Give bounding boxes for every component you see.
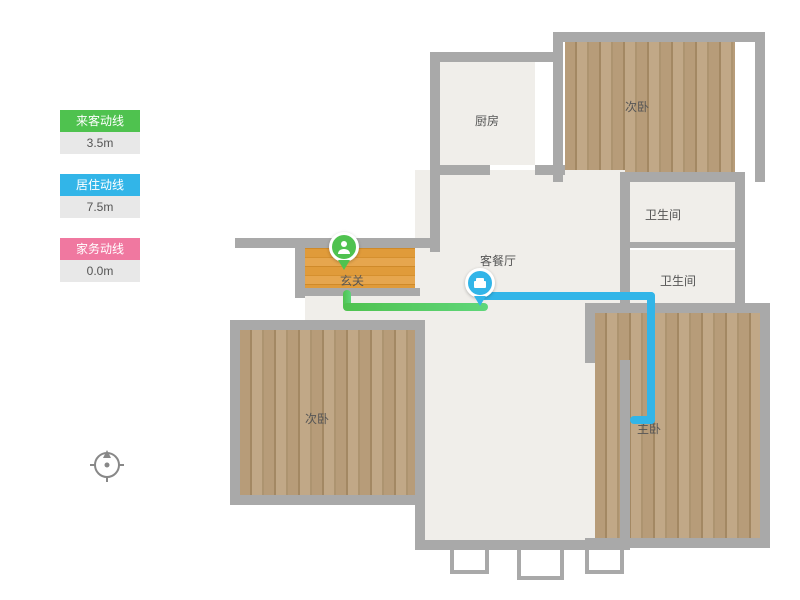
wall [620,242,745,248]
wall [230,320,425,330]
wall [553,32,763,42]
bed-icon [465,268,495,298]
wall [585,303,770,313]
wall [585,303,595,363]
pin-tail [338,260,350,270]
wall [450,570,489,574]
wall [517,550,521,578]
wall [760,303,770,548]
room-label-entry: 玄关 [340,272,364,289]
legend-title: 居住动线 [60,174,140,196]
wall [430,165,490,175]
route-living [480,292,655,300]
legend-value: 3.5m [60,132,140,154]
living-pin [465,268,495,308]
compass-icon [90,448,124,482]
legend-item-living: 居住动线 7.5m [60,174,140,218]
wall [230,320,240,505]
legend-title: 来客动线 [60,110,140,132]
wall [553,32,563,182]
room-label-bath-lower: 卫生间 [660,272,696,289]
room-label-bedroom-sw: 次卧 [305,410,329,427]
wall [295,288,420,296]
pin-tail [474,296,486,306]
room-label-bath-upper: 卫生间 [645,206,681,223]
wall [620,550,624,572]
wall [535,165,565,175]
wall [430,52,440,252]
wall [620,360,630,545]
wall [755,32,765,182]
floor-plan: 厨房次卧卫生间卫生间客餐厅玄关次卧主卧 [225,20,775,580]
legend-value: 7.5m [60,196,140,218]
legend-value: 0.0m [60,260,140,282]
room-bedroom-ne [565,40,735,175]
route-living [647,292,655,424]
legend-title: 家务动线 [60,238,140,260]
route-living [630,416,655,424]
legend: 来客动线 3.5m 居住动线 7.5m 家务动线 0.0m [60,110,140,302]
room-label-bedroom-ne: 次卧 [625,98,649,115]
person-icon [329,232,359,262]
room-label-living: 客餐厅 [480,252,516,269]
wall [230,495,425,505]
wall [415,540,630,550]
wall [585,570,624,574]
wall [415,320,425,550]
wall [430,52,560,62]
wall [560,550,564,578]
wall [450,550,454,572]
entry-pin [329,232,359,272]
wall [485,550,489,572]
wall [585,550,589,572]
room-label-kitchen: 厨房 [475,112,499,129]
legend-item-guest: 来客动线 3.5m [60,110,140,154]
legend-item-chore: 家务动线 0.0m [60,238,140,282]
wall [517,576,564,580]
wall [620,172,745,182]
